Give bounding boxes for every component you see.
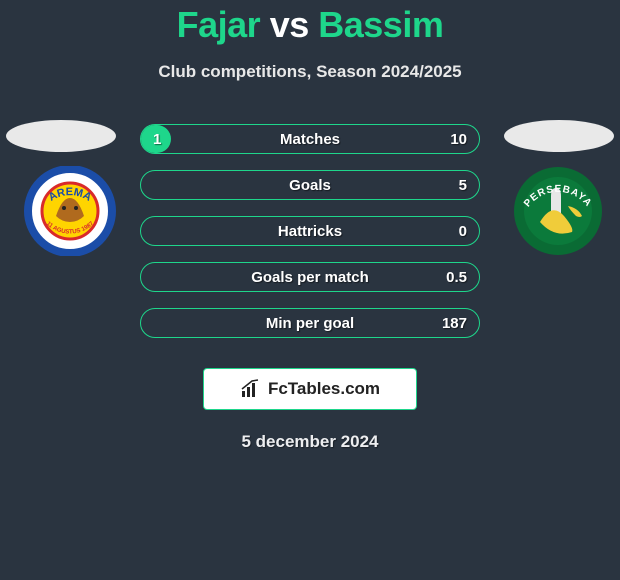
header: Fajar vs Bassim Club competitions, Seaso… [0,0,620,82]
stats-list: 1 Matches 10 Goals 5 Hattricks 0 Goals p… [140,124,480,338]
club-badge-right: PERSEBAYA [508,166,608,256]
stat-right-value: 0.5 [446,269,467,286]
brand-badge: FcTables.com [203,368,417,410]
stat-row-hattricks: Hattricks 0 [140,216,480,246]
stat-row-goals-per-match: Goals per match 0.5 [140,262,480,292]
stat-row-min-per-goal: Min per goal 187 [140,308,480,338]
stat-label: Hattricks [278,223,342,240]
player2-flag-placeholder [504,120,614,152]
stat-label: Min per goal [266,315,354,332]
stat-label: Goals [289,177,331,194]
stat-right-value: 187 [442,315,467,332]
stat-row-goals: Goals 5 [140,170,480,200]
player1-flag-placeholder [6,120,116,152]
stat-label: Matches [280,131,340,148]
player2-name: Bassim [318,4,443,45]
stat-right-value: 5 [459,177,467,194]
date-label: 5 december 2024 [0,432,620,452]
bar-chart-icon [240,379,262,399]
brand-text: FcTables.com [268,379,380,399]
stat-label: Goals per match [251,269,369,286]
stat-right-value: 0 [459,223,467,240]
stat-row-matches: 1 Matches 10 [140,124,480,154]
club-badge-left: AREMA 11 AGUSTUS 1987 [20,166,120,256]
stat-right-value: 10 [450,131,467,148]
subtitle: Club competitions, Season 2024/2025 [0,62,620,82]
vs-label: vs [270,4,309,45]
player1-name: Fajar [177,4,261,45]
page-title: Fajar vs Bassim [0,4,620,46]
comparison-panel: AREMA 11 AGUSTUS 1987 PERSEBAYA 1 Matche… [0,124,620,452]
stat-left-value: 1 [153,131,161,148]
